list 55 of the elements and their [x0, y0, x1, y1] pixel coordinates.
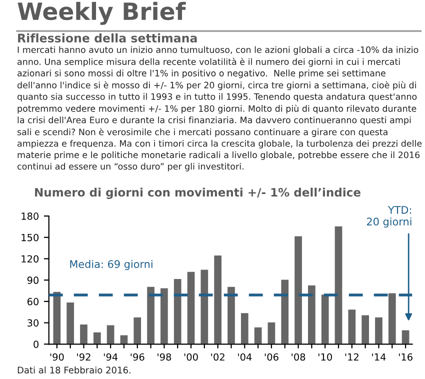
bar: [213, 254, 222, 344]
bar: [240, 312, 250, 344]
text: I mercati hanno avuto un inizio anno tumultuoso, con le azioni globali a circa -10% da inizio anno. Una semplice misura della recente volatilità è il numero dei giorni in cui i mercati azionari si sono mossi di oltre l'1% in positivo o negativo. Nelle prime sei settimane dell'anno l'indice si è mosso di +/- 1% per 20 giorni, circa tre giorni a settimana, cioè più di quanto sia successo in tutto il 1993 e in tutto il 1995. Tenendo questa andatura quest'anno potremmo vedere movimenti +/- 1% per 180 giorni. Molto di più di quanto rilevato durante la crisi dell'Area Euro e durante la crisi finanziaria. Ma davvero continueranno questi ampi sali e scendi? Non è verosimile che i mercati possano continuare a girare con questa ampiezza e frequenza. Ma con i timori circa la crescita globale, la turbolenza dei prezzi delle materie prime e le politiche monetarie radicali a livello globale, potrebbe essere che il 2016 continui ad essere un “osso duro” per gli investitori.: [17, 46, 422, 172]
bar: [320, 294, 330, 344]
bar: [92, 332, 102, 344]
bar: [133, 316, 142, 344]
x-tick-label: '00: [184, 353, 198, 361]
x-tick-label: '12: [345, 353, 358, 361]
bar: [307, 284, 316, 344]
chart-subtitle: Riflessione della settimana: [18, 33, 197, 42]
y-tick-label: 0: [34, 340, 39, 348]
bar: [226, 286, 236, 344]
bar: [200, 269, 209, 344]
bar: [334, 226, 343, 344]
bar: [294, 236, 303, 344]
x-tick-label: '94: [104, 353, 118, 361]
text: Numero di giorni con movimenti +/- 1% dell’indice: [35, 188, 360, 199]
bar: [120, 334, 128, 344]
y-tick-label: 120: [22, 255, 39, 263]
bar: [360, 314, 370, 344]
x-tick-label: '16: [398, 353, 412, 361]
x-tick-label: '08: [292, 353, 306, 361]
text: Dati al 18 Febbraio 2016.: [18, 366, 130, 374]
x-tick-label: '14: [372, 353, 386, 361]
x-tick-label: '02: [211, 353, 224, 361]
ref-line-label: Media: 69 giorni: [70, 260, 152, 270]
bar: [348, 308, 356, 344]
bar: [374, 316, 384, 344]
bar: [173, 278, 182, 344]
bar: [160, 288, 169, 344]
y-tick-label: 150: [22, 234, 39, 242]
x-tick-label: '10: [318, 353, 332, 361]
x-tick-label: '92: [77, 353, 90, 361]
bar: [66, 302, 75, 344]
x-tick-label: '06: [264, 353, 278, 361]
annotation: YTD: 20 giorni: [366, 206, 412, 228]
bar: [388, 292, 397, 344]
x-tick-label: '04: [238, 353, 252, 361]
x-tick-label: '98: [158, 353, 172, 361]
y-tick-label: 30: [28, 319, 39, 327]
x-tick-label: '90: [50, 353, 64, 361]
bar: [401, 330, 410, 344]
y-tick-label: 60: [27, 298, 39, 306]
bar: [146, 286, 156, 344]
y-tick-label: 180: [22, 212, 39, 220]
y-tick-label: 90: [27, 276, 39, 284]
x-tick-label: '96: [130, 353, 144, 361]
bar: [186, 271, 196, 344]
bar: [79, 324, 88, 344]
bar: [106, 324, 115, 344]
bar: [267, 322, 276, 344]
bar: [52, 291, 62, 344]
chart-title: Weekly Brief: [18, 2, 186, 25]
bar: [280, 279, 290, 344]
bar: [254, 326, 262, 344]
